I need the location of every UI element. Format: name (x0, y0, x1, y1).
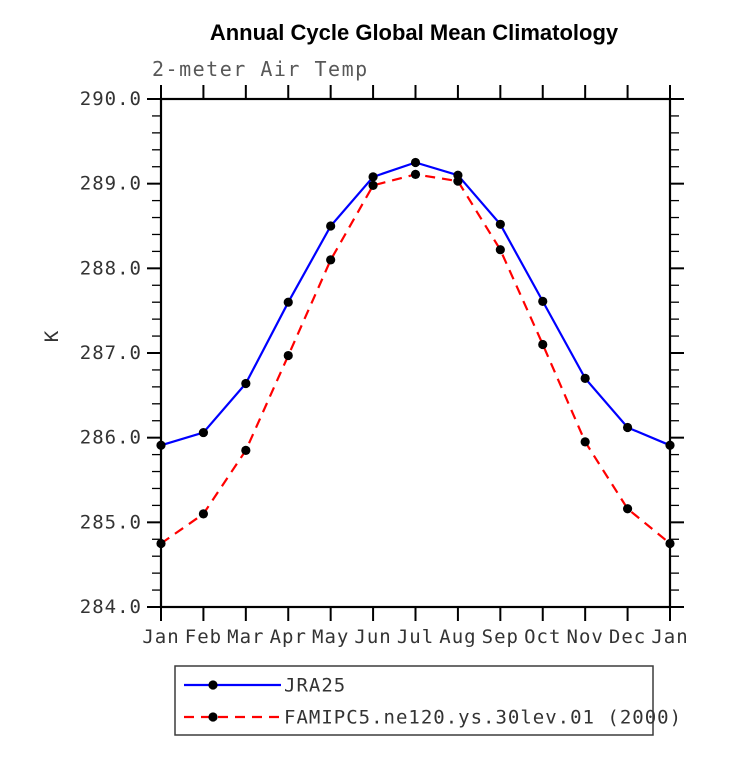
data-point-marker (538, 296, 548, 306)
legend-marker (208, 712, 218, 722)
legend-label: FAMIPC5.ne120.ys.30lev.01 (2000) (284, 707, 682, 729)
y-axis-tick-label: 285.0 (80, 511, 142, 533)
x-axis-tick-label: Mar (227, 626, 264, 648)
legend-label: JRA25 (284, 675, 346, 697)
series-line-famipc5-ne120-ys-30lev-01-2000 (160, 173, 671, 545)
y-axis-tick-label: 287.0 (80, 342, 142, 364)
data-point-marker (241, 445, 251, 455)
data-point-marker (495, 245, 505, 255)
data-point-marker (410, 157, 421, 168)
data-point-marker (156, 538, 166, 549)
data-point-marker (283, 350, 293, 361)
data-point-marker (622, 504, 633, 514)
y-axis-tick-label: 284.0 (80, 596, 142, 618)
axes: Jan Feb Mar Apr May Jun Jul Aug Sep Oct Nov Dec Jan2… (80, 85, 688, 648)
data-point-marker (368, 180, 378, 190)
x-axis-tick-label: Jan (142, 626, 179, 648)
y-axis-tick-label: 288.0 (80, 257, 142, 279)
data-point-marker (198, 509, 209, 519)
data-point-marker (665, 440, 675, 450)
data-point-marker (538, 339, 548, 350)
data-point-marker (198, 427, 209, 438)
legend: JRA25 FAMIPC5.ne120.ys.30lev.01 (2000) (174, 665, 682, 736)
x-axis-tick-label: Apr (270, 626, 307, 648)
data-point-marker (622, 422, 633, 433)
x-axis-tick-label: Dec (609, 626, 646, 648)
data-point-marker (241, 378, 251, 389)
legend-border (174, 665, 654, 736)
data-series (156, 157, 675, 549)
data-point-marker (665, 538, 675, 549)
y-axis-tick-label: 290.0 (80, 88, 142, 110)
y-axis-title: K (41, 330, 63, 342)
data-point-marker (326, 255, 336, 265)
data-point-marker (580, 373, 590, 383)
x-axis-tick-label: Nov (567, 626, 604, 648)
x-axis-tick-label: Jan (651, 626, 688, 648)
data-point-marker (495, 219, 505, 229)
series-line-jra25 (160, 161, 671, 447)
y-axis-tick-label: 286.0 (80, 427, 142, 449)
data-point-marker (326, 221, 336, 231)
x-axis-tick-label: Aug (439, 626, 476, 648)
x-axis-tick-label: Jun (354, 626, 391, 648)
x-axis-tick-label: Feb (185, 626, 222, 648)
data-point-marker (156, 440, 166, 450)
data-point-marker (368, 172, 378, 182)
x-axis-tick-label: May (312, 626, 349, 648)
data-point-marker (410, 169, 421, 179)
x-axis-tick-label: Oct (524, 626, 561, 648)
chart-title: Annual Cycle Global Mean Climatology (210, 20, 619, 45)
x-axis-tick-label: Jul (397, 626, 434, 648)
legend-marker (208, 680, 218, 690)
y-axis-tick-label: 289.0 (80, 173, 142, 195)
chart-subtitle: 2-meter Air Temp (152, 57, 369, 81)
data-point-marker (283, 297, 293, 307)
data-point-marker (453, 176, 463, 186)
x-axis-tick-label: Sep (482, 626, 519, 648)
data-point-marker (580, 437, 590, 447)
